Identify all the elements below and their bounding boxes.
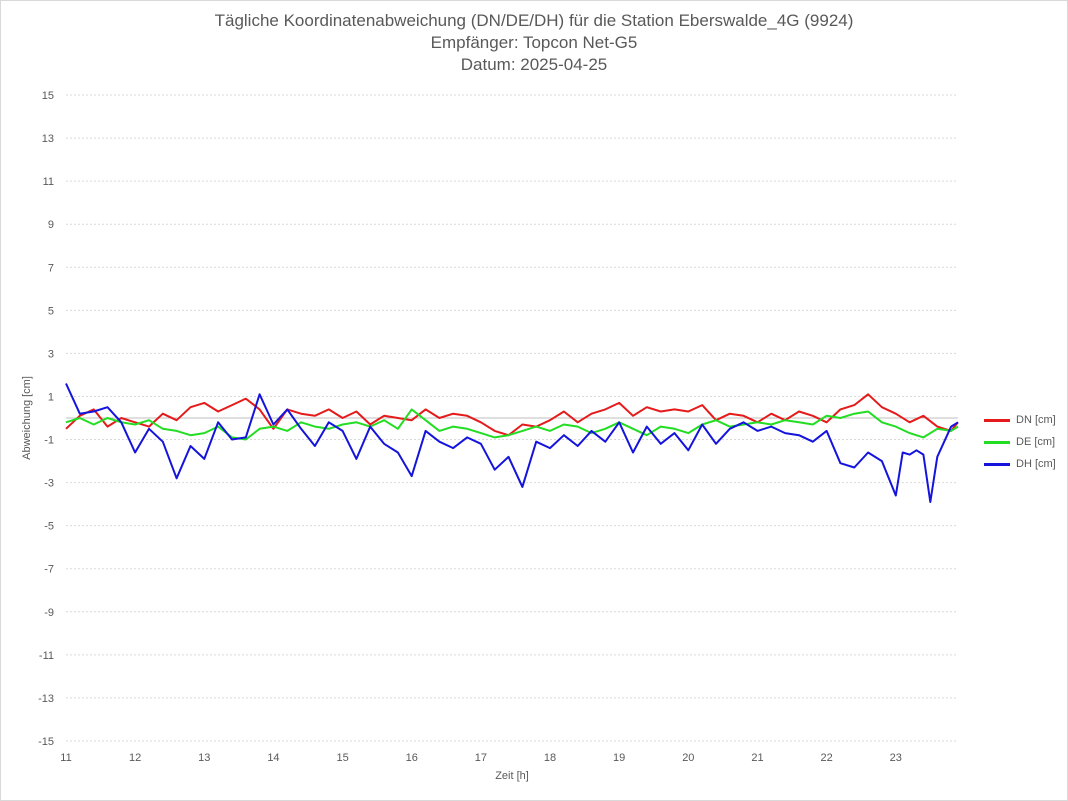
x-tick-label: 21	[751, 752, 763, 764]
chart-title: Tägliche Koordinatenabweichung (DN/DE/DH…	[214, 11, 854, 30]
series-line-dh	[65, 383, 959, 503]
x-tick-label: 22	[820, 752, 832, 764]
y-tick-label: 11	[43, 176, 54, 188]
y-tick-label: 15	[42, 90, 54, 102]
y-tick-label: 7	[48, 262, 54, 274]
y-tick-label: -5	[44, 521, 54, 533]
legend-item: DH [cm]	[984, 453, 1056, 475]
x-axis-title: Zeit [h]	[495, 770, 529, 782]
y-tick-label: -13	[38, 693, 54, 705]
x-tick-label: 13	[198, 752, 210, 764]
y-tick-label: -11	[39, 650, 54, 662]
y-axis-title: Abweichung [cm]	[21, 376, 33, 460]
legend-label: DN [cm]	[1016, 414, 1056, 426]
chart-subtitle-date: Datum: 2025-04-25	[460, 55, 608, 74]
y-tick-label: -3	[44, 478, 54, 490]
y-tick-label: -7	[44, 564, 54, 576]
y-tick-label: 5	[48, 305, 54, 317]
y-tick-label: -15	[38, 736, 54, 748]
legend-swatch	[984, 418, 1010, 422]
y-tick-label: -1	[44, 435, 54, 447]
x-tick-label: 16	[406, 752, 418, 764]
x-tick-label: 19	[613, 752, 625, 764]
x-tick-label: 12	[129, 752, 141, 764]
y-tick-label: -9	[44, 607, 54, 619]
x-tick-label: 15	[336, 752, 348, 764]
legend-item: DE [cm]	[984, 431, 1056, 453]
legend-item: DN [cm]	[984, 409, 1056, 431]
legend: DN [cm] DE [cm] DH [cm]	[984, 409, 1056, 475]
x-tick-label: 20	[682, 752, 694, 764]
y-tick-label: 13	[42, 133, 54, 145]
x-tick-label: 17	[475, 752, 487, 764]
series-line-de	[65, 408, 959, 441]
y-tick-label: 9	[48, 219, 54, 231]
chart-subtitle-receiver: Empfänger: Topcon Net-G5	[430, 33, 638, 52]
legend-label: DE [cm]	[1016, 436, 1056, 448]
chart-titles: Tägliche Koordinatenabweichung (DN/DE/DH…	[0, 10, 1068, 76]
x-tick-label: 18	[544, 752, 556, 764]
series-line-dn	[65, 393, 959, 437]
legend-swatch	[984, 462, 1010, 466]
x-tick-label: 14	[267, 752, 279, 764]
legend-swatch	[984, 440, 1010, 444]
x-tick-label: 11	[60, 752, 71, 764]
x-tick-label: 23	[890, 752, 902, 764]
y-tick-label: 3	[48, 348, 54, 360]
legend-label: DH [cm]	[1016, 458, 1056, 470]
y-tick-label: 1	[48, 391, 54, 403]
